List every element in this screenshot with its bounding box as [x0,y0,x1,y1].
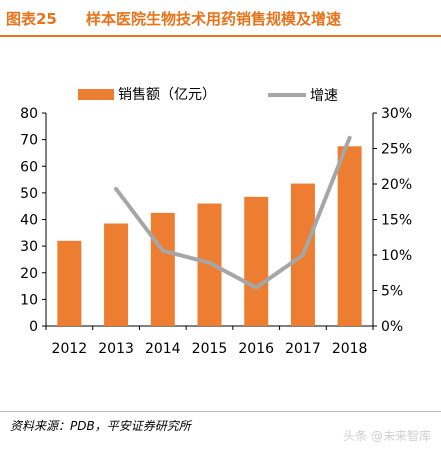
left-axis-tick-label: 10 [20,292,38,308]
growth-point-2017 [300,253,305,257]
source-note: 资料来源：PDB，平安证券研究所 [10,419,191,433]
bar-2014 [150,212,175,326]
x-axis-tick-label: 2014 [145,341,181,357]
line-series [114,135,352,290]
figure-title: 样本医院生物技术用药销售规模及增速 [86,10,342,28]
left-axis-tick-label: 50 [20,186,38,202]
bar-2018 [337,146,362,326]
legend-label-line: 增速 [310,88,338,104]
bar-2016 [244,196,269,326]
left-axis-tick-label: 20 [20,266,38,282]
left-axis-tick-label: 80 [20,106,38,122]
x-axis-tick-label: 2012 [52,341,88,357]
growth-point-2014 [160,248,165,253]
right-axis-tick-label: 25% [381,142,412,158]
left-axis: 0 10 20 30 40 50 60 70 80 [20,106,47,335]
bar-2012 [57,240,82,326]
legend-swatch-bar [78,89,114,100]
growth-point-2013 [114,186,119,191]
growth-point-2016 [254,285,259,290]
right-axis-tick-label: 10% [381,248,412,264]
x-axis-tick-label: 2018 [332,341,368,357]
left-axis-tick-label: 0 [29,319,38,335]
growth-line-path [114,135,352,290]
figure-header: 图表25 样本医院生物技术用药销售规模及增速 [0,0,441,34]
x-axis: 2012 2013 2014 2015 2016 2017 2018 [45,325,374,357]
growth-point-2015 [207,260,212,265]
x-axis-tick-label: 2016 [238,341,274,357]
right-axis-tick-label: 5% [381,284,403,300]
right-axis-tick-label: 0% [381,319,403,335]
footer-rule [0,411,441,412]
left-axis-tick-label: 70 [20,133,38,149]
plot-area: 0 10 20 30 40 50 60 70 80 0% 5% 10% 15% 20% 25% 30% 20… [20,106,412,357]
right-axis: 0% 5% 10% 15% 20% 25% 30% [372,106,412,335]
figure-label: 图表25 [6,10,57,28]
right-axis-tick-label: 30% [381,106,412,122]
legend: 销售额（亿元） 增速 [78,87,338,104]
header-rule [0,35,441,37]
legend-label-bar: 销售额（亿元） [118,87,216,103]
bar-series [57,146,362,326]
watermark: 头条 @未来智库 [343,429,431,443]
right-axis-tick-label: 15% [381,213,412,229]
right-axis-tick-label: 20% [381,177,412,193]
chart: 销售额（亿元） 增速 0 10 20 30 40 50 60 70 80 0% 5% 10% 15% 2… [20,87,412,357]
x-axis-tick-label: 2015 [192,341,228,357]
x-axis-tick-label: 2013 [98,341,134,357]
left-axis-tick-label: 40 [20,213,38,229]
left-axis-tick-label: 30 [20,239,38,255]
x-axis-tick-label: 2017 [285,341,321,357]
growth-point-2018 [347,135,352,140]
left-axis-tick-label: 60 [20,159,38,175]
bar-2013 [104,223,129,326]
